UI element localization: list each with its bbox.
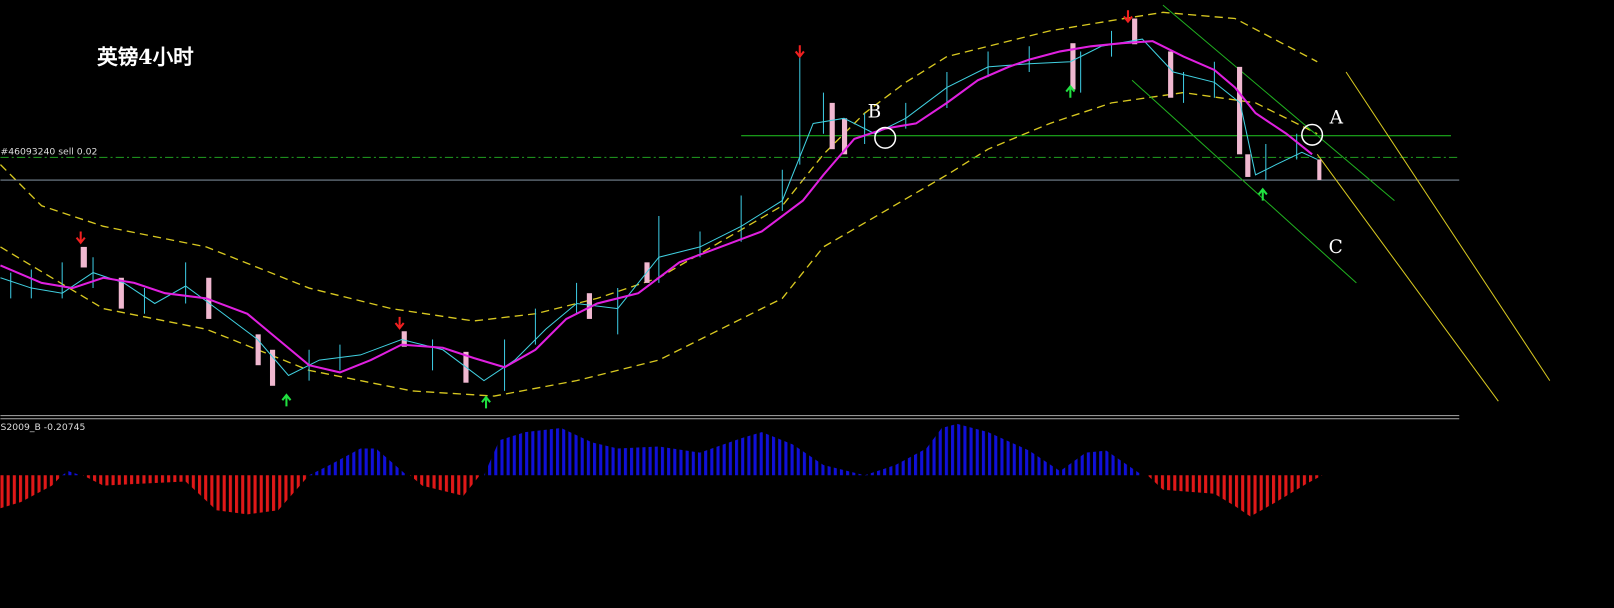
slow-ma: [0, 40, 1313, 374]
marker-circle: [1301, 123, 1324, 146]
marker-circle: [874, 126, 897, 149]
trend-line: [1131, 79, 1357, 284]
trend-line: [1316, 154, 1499, 402]
chart-title: 英镑4小时: [97, 45, 194, 69]
order-label: #46093240 sell 0.02: [0, 146, 97, 157]
histogram-positive: [62, 423, 1143, 476]
upper-band: [0, 11, 1318, 322]
indicator-label: S2009_B -0.20745: [0, 422, 85, 433]
trend-line: [1162, 4, 1395, 202]
point-label: A: [1329, 107, 1344, 128]
trend-line: [1345, 71, 1551, 381]
point-label: C: [1329, 237, 1343, 258]
signal-arrows: [75, 10, 1268, 409]
histogram-negative: [0, 475, 1323, 517]
point-label: B: [868, 101, 882, 122]
